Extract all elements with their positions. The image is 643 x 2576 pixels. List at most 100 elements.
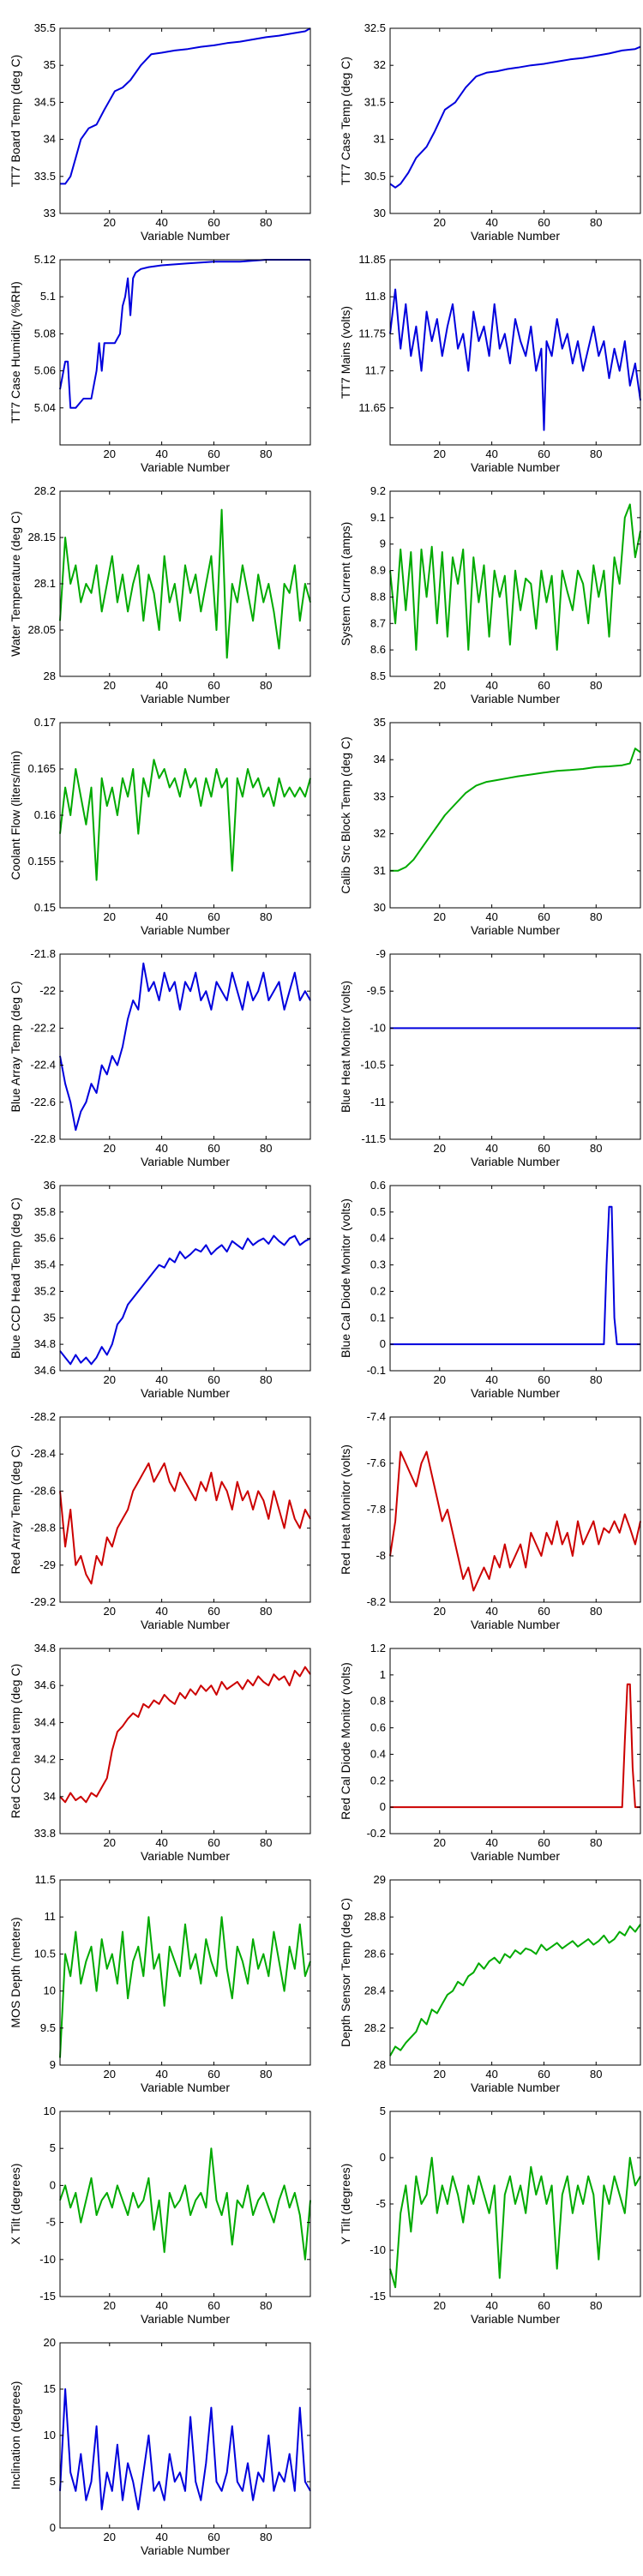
x-tick-label: 60: [207, 1605, 219, 1618]
y-tick-label: 0.165: [27, 762, 56, 775]
y-axis-label: Depth Sensor Temp (deg C): [339, 1898, 352, 2047]
y-tick-label: -5: [45, 2216, 56, 2229]
chart-10: 20 40 60 80 -11.5 -11 -10.5 -10 -9.5 -9 Variable N…: [339, 947, 641, 1168]
chart-19: 20 40 60 80 -15 -10 -5 0 5 10 Variable Number X Til…: [9, 2105, 311, 2326]
y-tick-label: 9.5: [40, 2021, 56, 2034]
y-tick-label: -8.2: [367, 1595, 386, 1608]
y-axis-label: Blue Cal Diode Monitor (volts): [339, 1198, 352, 1358]
y-tick-label: 34.8: [34, 1642, 56, 1654]
x-tick-label: 80: [590, 1836, 602, 1849]
x-tick-label: 40: [155, 216, 167, 229]
y-tick-label: -15: [39, 2290, 56, 2303]
y-tick-label: 30: [374, 901, 386, 914]
x-tick-label: 20: [434, 1142, 446, 1155]
y-tick-label: 5: [380, 2105, 386, 2117]
x-tick-label: 60: [538, 1836, 550, 1849]
chart-6: 20 40 60 80 8.5 8.6 8.7 8.8 8.9 9 9.1 9.2 Variable N…: [339, 484, 641, 706]
x-tick-label: 80: [260, 216, 272, 229]
chart-13: 20 40 60 80 -29.2 -29 -28.8 -28.6 -28.4 -28.2 Vari…: [9, 1410, 311, 1631]
y-tick-label: 8.8: [370, 590, 386, 603]
x-tick-label: 40: [485, 1605, 497, 1618]
x-tick-label: 80: [590, 1373, 602, 1386]
axes-frame: [59, 953, 311, 1140]
x-tick-label: 20: [104, 216, 116, 229]
x-tick-label: 40: [155, 1373, 167, 1386]
series-line: [59, 1234, 311, 1366]
x-tick-label: 60: [207, 1373, 219, 1386]
x-tick-label: 60: [207, 447, 219, 460]
y-tick-label: 1: [380, 1668, 386, 1681]
x-axis-label: Variable Number: [471, 229, 560, 243]
y-tick-label: 10: [44, 2105, 56, 2117]
y-tick-label: 0.4: [370, 1747, 386, 1760]
x-tick-label: 20: [434, 216, 446, 229]
y-tick-label: 0: [50, 2521, 56, 2534]
y-tick-label: -10: [370, 1021, 386, 1034]
series-line: [389, 288, 641, 431]
y-tick-label: -28.4: [30, 1447, 56, 1460]
x-tick-label: 20: [434, 1836, 446, 1849]
y-tick-label: 28.1: [34, 577, 56, 590]
x-axis-label: Variable Number: [141, 1618, 230, 1631]
axes-frame: [59, 1185, 311, 1372]
y-tick-label: 5.1: [40, 290, 56, 303]
x-axis-label: Variable Number: [141, 1849, 230, 1863]
y-axis-label: Blue CCD Head Temp (deg C): [9, 1198, 22, 1359]
y-tick-label: 35: [374, 716, 386, 729]
x-tick-label: 40: [485, 216, 497, 229]
y-tick-label: 35: [44, 58, 56, 71]
chart-20: 20 40 60 80 -15 -10 -5 0 5 Variable Number Y Tilt …: [339, 2105, 641, 2326]
x-axis-label: Variable Number: [471, 1618, 560, 1631]
chart-21: 20 40 60 80 0 5 10 15 20 Variable Number Inclinati…: [9, 2336, 311, 2557]
y-tick-label: 9: [50, 2058, 56, 2071]
y-tick-label: 11.75: [358, 327, 386, 339]
y-tick-label: 9.2: [370, 484, 386, 497]
y-tick-label: -22.6: [30, 1096, 56, 1108]
y-tick-label: 11.5: [35, 1873, 56, 1886]
y-tick-label: -10: [39, 2253, 56, 2266]
x-tick-label: 20: [104, 1373, 116, 1386]
x-tick-label: 40: [155, 2299, 167, 2312]
series-line: [59, 1462, 311, 1585]
x-tick-label: 80: [260, 1142, 272, 1155]
axes-frame: [389, 1648, 641, 1834]
series-line: [390, 1205, 640, 1346]
axes-frame: [59, 490, 311, 677]
x-tick-label: 20: [104, 2299, 116, 2312]
y-axis-label: TT7 Case Temp (deg C): [339, 57, 352, 185]
x-tick-label: 40: [485, 2068, 497, 2081]
y-tick-label: 0.17: [34, 716, 56, 729]
chart-8: 20 40 60 80 30 31 32 33 34 35 Variable Number Calib…: [339, 716, 641, 937]
y-axis-label: Red CCD head temp (deg C): [9, 1664, 22, 1819]
axes-frame: [389, 1879, 641, 2066]
y-tick-label: 34.8: [34, 1337, 56, 1350]
axes-frame: [59, 259, 311, 446]
x-axis-label: Variable Number: [141, 1386, 230, 1400]
x-tick-label: 80: [260, 1836, 272, 1849]
y-tick-label: 34.4: [34, 1715, 56, 1728]
x-tick-label: 20: [104, 910, 116, 923]
x-tick-label: 20: [104, 1836, 116, 1849]
y-tick-label: 10: [44, 2429, 56, 2441]
y-tick-label: -10: [370, 2243, 386, 2256]
y-tick-label: -8: [376, 1549, 386, 1562]
x-tick-label: 60: [207, 1836, 219, 1849]
y-tick-label: -28.2: [30, 1410, 56, 1423]
x-axis-label: Variable Number: [471, 2312, 560, 2326]
y-tick-label: 8.6: [370, 643, 386, 656]
chart-14: 20 40 60 80 -8.2 -8 -7.8 -7.6 -7.4 Variable Numbe…: [339, 1410, 641, 1631]
y-tick-label: 33: [44, 207, 56, 219]
y-tick-label: -22: [39, 984, 56, 997]
y-tick-label: 11.7: [365, 364, 386, 377]
x-axis-label: Variable Number: [471, 923, 560, 937]
x-tick-label: 60: [207, 2531, 219, 2543]
x-tick-label: 60: [538, 1373, 550, 1386]
y-tick-label: -22.2: [30, 1021, 56, 1034]
y-tick-label: -9.5: [367, 984, 386, 997]
y-tick-label: 36: [44, 1179, 56, 1192]
x-tick-label: 40: [485, 910, 497, 923]
y-axis-label: MOS Depth (meters): [9, 1917, 22, 2027]
y-axis-label: TT7 Board Temp (deg C): [9, 55, 22, 188]
y-tick-label: 0.1: [370, 1311, 386, 1324]
x-tick-label: 40: [155, 910, 167, 923]
